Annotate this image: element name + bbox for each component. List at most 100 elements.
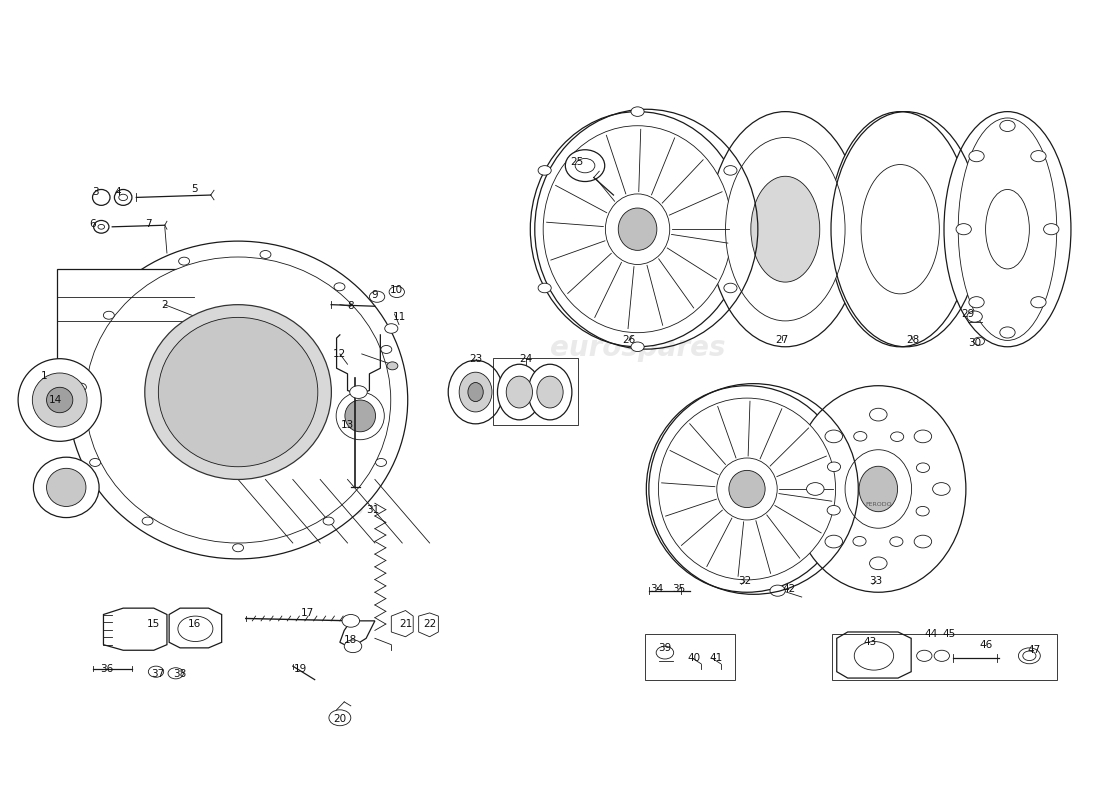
- Circle shape: [770, 585, 785, 596]
- Circle shape: [967, 311, 982, 322]
- Circle shape: [342, 614, 360, 627]
- Circle shape: [969, 297, 984, 308]
- Text: eurospares: eurospares: [188, 334, 364, 362]
- Circle shape: [934, 650, 949, 662]
- Text: 15: 15: [147, 619, 161, 629]
- Polygon shape: [340, 621, 375, 648]
- Text: 17: 17: [300, 608, 313, 618]
- Text: 20: 20: [333, 714, 346, 724]
- Circle shape: [142, 517, 153, 525]
- Circle shape: [260, 250, 271, 258]
- Text: eurospares: eurospares: [659, 494, 835, 522]
- Ellipse shape: [717, 458, 778, 520]
- Ellipse shape: [751, 176, 820, 282]
- Text: eurospares: eurospares: [188, 494, 364, 522]
- Circle shape: [870, 557, 887, 570]
- Circle shape: [329, 710, 351, 726]
- Circle shape: [381, 346, 392, 354]
- Text: 47: 47: [1027, 646, 1041, 655]
- Circle shape: [370, 291, 385, 302]
- Polygon shape: [57, 269, 195, 392]
- Ellipse shape: [92, 190, 110, 206]
- Ellipse shape: [18, 358, 101, 442]
- Text: 43: 43: [864, 638, 877, 647]
- Circle shape: [178, 257, 189, 265]
- Polygon shape: [103, 608, 167, 650]
- Circle shape: [89, 458, 100, 466]
- Circle shape: [916, 650, 932, 662]
- Circle shape: [974, 338, 984, 345]
- Ellipse shape: [114, 190, 132, 206]
- Circle shape: [827, 462, 840, 471]
- Circle shape: [178, 616, 213, 642]
- Circle shape: [1000, 120, 1015, 131]
- Circle shape: [916, 506, 930, 516]
- Ellipse shape: [944, 112, 1071, 346]
- Ellipse shape: [528, 364, 572, 420]
- Polygon shape: [392, 610, 414, 637]
- Circle shape: [148, 666, 164, 678]
- Text: 34: 34: [650, 584, 664, 594]
- Text: FERODO: FERODO: [865, 502, 892, 507]
- Ellipse shape: [68, 241, 408, 559]
- Text: 21: 21: [399, 619, 412, 629]
- Circle shape: [1031, 297, 1046, 308]
- Text: 22: 22: [424, 619, 437, 629]
- Text: 46: 46: [979, 640, 992, 650]
- Text: 16: 16: [188, 619, 201, 629]
- Circle shape: [854, 431, 867, 441]
- Text: 12: 12: [333, 349, 346, 359]
- Circle shape: [724, 283, 737, 293]
- Polygon shape: [169, 608, 222, 648]
- Text: 5: 5: [191, 184, 198, 194]
- Text: 38: 38: [174, 669, 187, 679]
- Circle shape: [891, 432, 904, 442]
- Ellipse shape: [46, 387, 73, 413]
- Ellipse shape: [543, 126, 732, 333]
- Circle shape: [933, 482, 950, 495]
- Ellipse shape: [459, 372, 492, 412]
- Circle shape: [387, 362, 398, 370]
- Circle shape: [825, 535, 843, 548]
- Circle shape: [1000, 327, 1015, 338]
- Text: eurospares: eurospares: [550, 334, 725, 362]
- Text: 39: 39: [658, 643, 671, 653]
- Text: 10: 10: [390, 286, 404, 295]
- Ellipse shape: [618, 208, 657, 250]
- Text: 32: 32: [738, 576, 751, 586]
- Ellipse shape: [659, 398, 836, 580]
- Circle shape: [575, 158, 595, 173]
- Ellipse shape: [726, 138, 845, 321]
- Text: 7: 7: [145, 218, 152, 229]
- Circle shape: [344, 640, 362, 653]
- Text: 14: 14: [48, 395, 62, 405]
- Bar: [646, 634, 735, 680]
- Ellipse shape: [708, 112, 862, 346]
- Text: 9: 9: [372, 290, 378, 300]
- Circle shape: [827, 506, 840, 515]
- Text: 28: 28: [906, 335, 920, 346]
- Circle shape: [956, 224, 971, 234]
- Circle shape: [1044, 224, 1059, 234]
- Ellipse shape: [33, 457, 99, 518]
- Text: 1: 1: [41, 371, 47, 381]
- Ellipse shape: [86, 257, 390, 543]
- Text: 6: 6: [89, 218, 96, 229]
- Text: 33: 33: [869, 576, 883, 586]
- Circle shape: [76, 383, 87, 391]
- Ellipse shape: [565, 150, 605, 182]
- Text: 26: 26: [623, 335, 636, 346]
- Circle shape: [1019, 648, 1041, 664]
- Circle shape: [825, 430, 843, 442]
- Circle shape: [385, 324, 398, 334]
- Text: 41: 41: [710, 653, 723, 663]
- Ellipse shape: [94, 221, 109, 233]
- Ellipse shape: [497, 364, 541, 420]
- Text: 24: 24: [519, 354, 532, 364]
- Text: 13: 13: [341, 421, 354, 430]
- Circle shape: [119, 194, 128, 201]
- Circle shape: [538, 283, 551, 293]
- Text: 36: 36: [100, 663, 113, 674]
- Text: 44: 44: [924, 630, 937, 639]
- Text: 35: 35: [672, 584, 685, 594]
